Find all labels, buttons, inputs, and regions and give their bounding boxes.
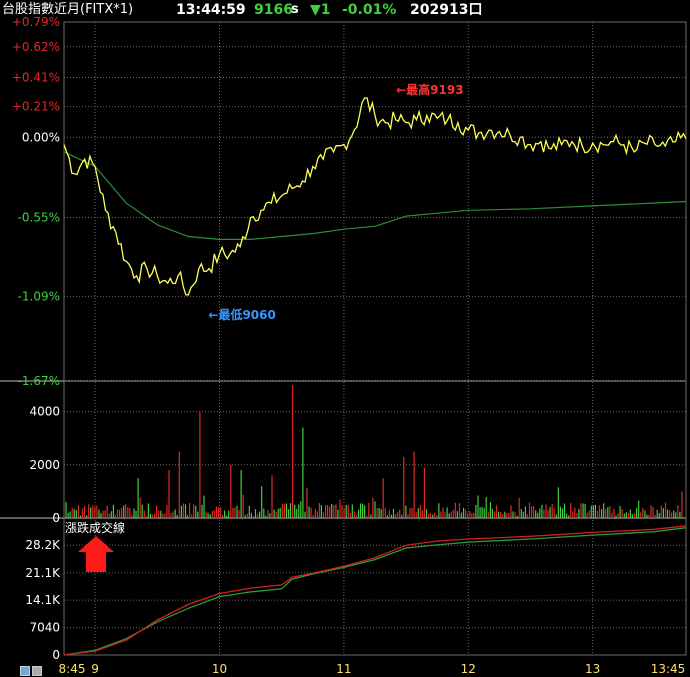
price-axis-label: +0.41% [12, 70, 60, 84]
last-price: 9166 [254, 2, 293, 18]
price-axis-label: +0.21% [12, 100, 60, 114]
chart-settings-icon[interactable] [20, 664, 46, 676]
price-axis-label: +0.62% [12, 40, 60, 54]
volume-axis-label: 4000 [29, 405, 60, 419]
cumulative-axis-label: 0 [52, 648, 60, 662]
cumulative-down-line [63, 525, 687, 656]
price-axis-label: -0.55% [18, 211, 60, 225]
price-line [63, 97, 687, 296]
price-change-percent: -0.01% [342, 2, 397, 18]
time-axis-label: 12 [461, 662, 476, 676]
price-axis-label: -1.09% [18, 289, 60, 303]
low-price-label: ←最低9060 [208, 307, 275, 322]
cumulative-axis-label: 7040 [29, 621, 60, 635]
cumulative-axis-label: 14.1K [25, 593, 61, 607]
time-axis-label: 9 [91, 662, 99, 676]
quote-time: 13:44:59 [176, 2, 246, 18]
volume-axis-label: 0 [52, 511, 60, 525]
up-arrow-icon [78, 536, 114, 572]
cumulative-up-line [63, 527, 687, 656]
plot-frame [63, 21, 687, 656]
price-axis-label: 0.00% [22, 130, 60, 144]
price-change: ▼1 [310, 2, 331, 18]
cumulative-axis-label: 21.1K [25, 566, 61, 580]
total-volume: 202913口 [410, 2, 483, 18]
price-axis-label: +0.79% [12, 15, 60, 29]
average-price-line [63, 151, 687, 240]
time-axis-label: 11 [336, 662, 351, 676]
price-unit: s [291, 2, 299, 17]
volume-axis-label: 2000 [29, 458, 60, 472]
time-axis-label: 13 [585, 662, 600, 676]
cumulative-axis-label: 28.2K [25, 538, 61, 552]
price-axis-label: -1.67% [18, 374, 60, 388]
quote-header: 台股指數近月(FITX*1) 13:44:59 9166 s ▼1 -0.01%… [0, 0, 690, 22]
instrument-title: 台股指數近月(FITX*1) [2, 2, 134, 17]
time-axis-label: 13:45 [651, 662, 686, 676]
time-axis-label: 8:45 [59, 662, 86, 676]
time-axis-label: 10 [212, 662, 227, 676]
high-price-label: ←最高9193 [396, 82, 463, 97]
cumulative-panel-label: 漲跌成交線 [65, 520, 125, 535]
